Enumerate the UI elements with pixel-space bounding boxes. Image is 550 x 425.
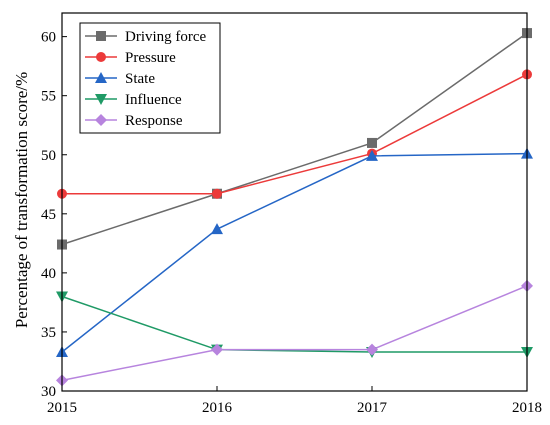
series-line-influence — [61, 295, 527, 353]
y-tick-label: 50 — [41, 148, 56, 164]
x-tick-label: 2015 — [47, 400, 77, 416]
y-axis-title: Percentage of transformation score/% — [12, 72, 31, 328]
data-point-response — [211, 343, 223, 356]
series-line-pressure — [62, 73, 528, 195]
y-tick-label: 35 — [41, 325, 56, 341]
data-point-state — [211, 223, 223, 235]
data-point-state — [366, 149, 378, 161]
x-tick-label: 2017 — [357, 400, 388, 416]
data-point-response — [366, 343, 378, 356]
legend-label-pressure: Pressure — [125, 50, 176, 66]
legend-marker-response — [95, 114, 107, 126]
plot-frame — [61, 12, 528, 392]
data-point-driving-force — [367, 137, 377, 148]
series-line-state — [61, 152, 528, 353]
y-tick-label: 40 — [41, 266, 56, 282]
series-line-driving-force — [61, 32, 528, 246]
legend-label-response: Response — [125, 113, 183, 129]
y-tick-label: 45 — [41, 207, 56, 223]
y-tick-label: 60 — [41, 30, 56, 46]
series-line-response — [61, 285, 528, 382]
legend-label-state: State — [125, 71, 155, 87]
x-tick-label: 2018 — [512, 400, 542, 416]
legend-marker-state — [95, 72, 107, 83]
x-tick-label: 2016 — [202, 400, 233, 416]
legend-marker-pressure — [96, 52, 106, 62]
y-tick-label: 30 — [41, 384, 56, 400]
series-state — [56, 147, 533, 358]
legend: Driving force Pressure State Influence Respo… — [79, 22, 221, 134]
legend-label-influence: Influence — [125, 92, 182, 108]
legend-marker-influence — [95, 94, 107, 105]
data-point-pressure — [212, 188, 222, 199]
series-response — [56, 279, 533, 387]
y-tick-label: 55 — [41, 89, 56, 105]
legend-marker-driving-force — [96, 31, 106, 41]
legend-label-driving-force: Driving force — [125, 29, 207, 45]
